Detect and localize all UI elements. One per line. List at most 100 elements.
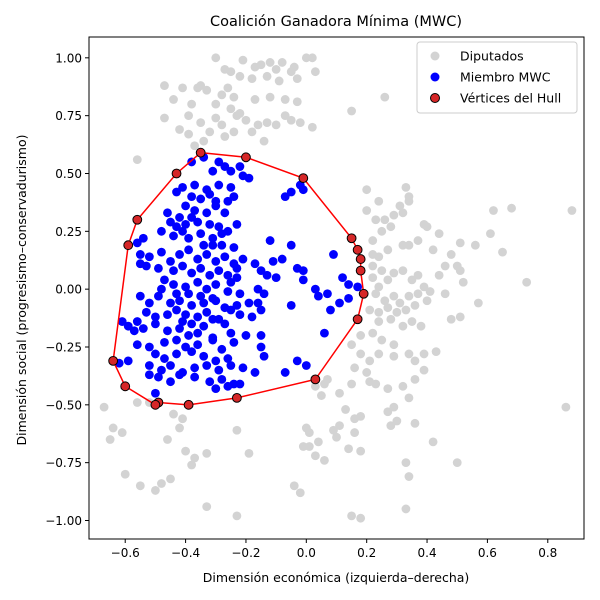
mwc-member-point bbox=[184, 289, 194, 299]
mwc-member-point bbox=[256, 266, 266, 276]
mwc-member-point bbox=[265, 236, 275, 245]
mwc-member-point bbox=[151, 349, 160, 359]
mwc-member-point bbox=[157, 284, 166, 294]
mwc-member-point bbox=[326, 305, 335, 315]
diputado-point bbox=[175, 125, 184, 134]
diputado-point bbox=[368, 273, 378, 282]
mwc-member-point bbox=[211, 356, 221, 366]
diputado-point bbox=[166, 474, 175, 484]
mwc-member-point bbox=[211, 201, 221, 211]
diputado-point bbox=[383, 275, 393, 285]
diputado-point bbox=[317, 391, 326, 400]
mwc-member-point bbox=[172, 187, 181, 197]
mwc-member-point bbox=[175, 370, 184, 380]
diputado-point bbox=[407, 275, 417, 285]
hull-vertex-point bbox=[355, 254, 366, 264]
diputado-point bbox=[401, 504, 411, 514]
mwc-member-point bbox=[250, 368, 260, 377]
mwc-member-point bbox=[253, 284, 263, 294]
diputado-point bbox=[271, 120, 281, 130]
diputado-point bbox=[389, 340, 399, 350]
diputado-point bbox=[244, 449, 254, 458]
mwc-member-point bbox=[208, 314, 218, 324]
diputado-point bbox=[368, 261, 378, 271]
mwc-member-point bbox=[117, 317, 127, 326]
diputado-point bbox=[286, 67, 296, 77]
diputado-point bbox=[356, 411, 366, 421]
diputado-point bbox=[190, 141, 200, 151]
diputado-point bbox=[398, 321, 408, 331]
mwc-member-point bbox=[181, 310, 190, 320]
diputado-point bbox=[452, 458, 462, 468]
mwc-member-point bbox=[184, 331, 194, 340]
diputado-point bbox=[241, 115, 251, 125]
y-tick-label: −0.25 bbox=[45, 340, 82, 354]
diputado-point bbox=[132, 155, 142, 165]
mwc-member-point bbox=[205, 219, 215, 229]
mwc-member-point bbox=[184, 245, 194, 255]
mwc-member-point bbox=[226, 305, 236, 315]
mwc-member-point bbox=[184, 233, 194, 243]
hull-vertex-point bbox=[358, 288, 369, 299]
diputado-point bbox=[428, 437, 438, 447]
hull-vertex-point bbox=[132, 214, 143, 225]
mwc-member-point bbox=[175, 324, 184, 333]
mwc-member-point bbox=[247, 312, 257, 322]
diputado-point bbox=[419, 349, 429, 359]
diputado-point bbox=[392, 307, 402, 317]
diputado-point bbox=[310, 451, 320, 461]
hull-vertex-point bbox=[183, 399, 194, 410]
diputado-point bbox=[211, 53, 221, 63]
mwc-member-point bbox=[298, 275, 308, 285]
diputado-point bbox=[332, 432, 341, 442]
diputado-point bbox=[178, 83, 187, 93]
mwc-member-point bbox=[151, 312, 160, 322]
mwc-member-point bbox=[166, 361, 175, 370]
diputado-point bbox=[256, 60, 266, 70]
mwc-member-point bbox=[229, 192, 239, 202]
diputado-point bbox=[446, 250, 456, 259]
mwc-member-point bbox=[178, 261, 187, 271]
diputado-point bbox=[229, 92, 239, 102]
mwc-member-point bbox=[175, 213, 184, 222]
diputado-point bbox=[470, 240, 480, 250]
diputado-point bbox=[455, 312, 465, 322]
mwc-member-point bbox=[199, 321, 209, 331]
diputado-point bbox=[175, 423, 184, 433]
diputado-point bbox=[434, 270, 444, 280]
mwc-member-point bbox=[202, 208, 212, 218]
diputado-point bbox=[247, 127, 257, 137]
diputado-point bbox=[440, 289, 450, 299]
diputado-point bbox=[187, 460, 197, 470]
mwc-member-point bbox=[181, 219, 190, 229]
mwc-member-point bbox=[157, 226, 166, 236]
diputado-point bbox=[105, 435, 115, 444]
mwc-member-point bbox=[241, 331, 251, 340]
diputado-point bbox=[184, 129, 194, 139]
diputado-point bbox=[184, 111, 194, 121]
mwc-member-point bbox=[187, 347, 197, 357]
mwc-member-point bbox=[193, 217, 203, 227]
mwc-member-point bbox=[163, 310, 172, 320]
diputado-point bbox=[377, 226, 387, 236]
mwc-member-point bbox=[138, 324, 148, 333]
mwc-member-point bbox=[226, 361, 236, 370]
diputado-point bbox=[280, 111, 290, 121]
hull-vertex-point bbox=[171, 168, 182, 179]
diputado-point bbox=[313, 437, 323, 447]
x-tick-label: −0.6 bbox=[111, 546, 140, 560]
mwc-member-point bbox=[196, 194, 206, 204]
diputado-point bbox=[458, 277, 468, 287]
diputado-point bbox=[232, 111, 242, 121]
mwc-member-point bbox=[280, 368, 290, 377]
mwc-member-point bbox=[187, 300, 197, 310]
diputado-point bbox=[389, 402, 399, 412]
mwc-member-point bbox=[335, 298, 344, 308]
diputado-point bbox=[380, 296, 390, 306]
mwc-member-point bbox=[144, 252, 154, 262]
mwc-member-point bbox=[154, 263, 163, 273]
mwc-member-point bbox=[301, 361, 311, 370]
mwc-member-point bbox=[217, 344, 227, 354]
diputado-point bbox=[135, 481, 145, 491]
mwc-member-point bbox=[223, 270, 233, 280]
